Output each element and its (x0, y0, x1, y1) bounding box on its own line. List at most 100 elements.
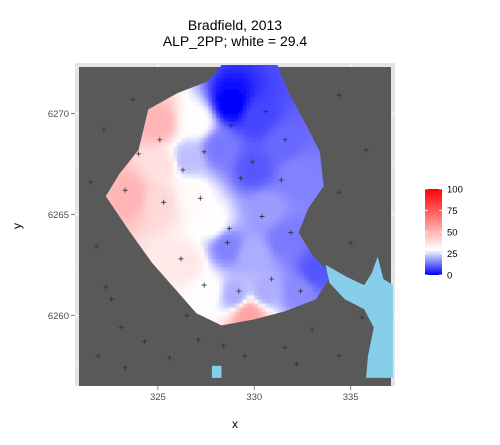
heat-cell (204, 311, 209, 316)
heat-cell (312, 182, 317, 187)
heat-cell (215, 238, 220, 244)
heat-cell (281, 283, 286, 288)
heat-cell (242, 178, 247, 183)
heat-cell (211, 262, 217, 268)
heat-cell (196, 198, 201, 203)
heat-cell (238, 109, 244, 114)
heat-cell (150, 210, 155, 215)
heat-cell (231, 65, 236, 66)
heat-cell (242, 291, 247, 296)
heat-cell (235, 121, 240, 126)
heat-cell (238, 182, 244, 187)
heat-cell (304, 291, 309, 296)
heat-cell (254, 101, 259, 106)
heat-cell (146, 121, 151, 126)
heat-cell (308, 169, 313, 175)
heat-cell (188, 97, 193, 102)
heat-cell (281, 279, 286, 284)
heat-cell (250, 145, 255, 151)
heat-cell (258, 113, 263, 118)
heat-cell (235, 311, 240, 316)
heat-cell (184, 141, 190, 147)
heat-cell (223, 262, 228, 268)
heat-cell (150, 137, 155, 143)
heat-cell (292, 113, 298, 118)
heat-cell (288, 129, 294, 135)
heat-cell (242, 97, 247, 102)
heat-cell (231, 210, 236, 215)
heat-cell (204, 125, 209, 131)
heat-cell (265, 85, 271, 90)
heat-cell (296, 113, 301, 118)
heat-cell (292, 117, 298, 122)
heat-cell (211, 174, 217, 179)
heat-cell (231, 279, 236, 284)
heat-cell (192, 109, 197, 114)
heat-cell (200, 153, 205, 159)
heat-cell (273, 238, 278, 244)
heat-cell (196, 242, 201, 248)
heat-cell (165, 149, 170, 155)
heat-cell (312, 174, 317, 179)
heat-cell (161, 270, 167, 276)
heat-cell (231, 65, 236, 70)
heat-cell (119, 210, 124, 215)
heat-cell (296, 250, 301, 256)
heat-cell (177, 206, 182, 211)
heat-cell (150, 161, 155, 167)
heat-cell (188, 133, 193, 139)
heat-cell (242, 283, 247, 288)
heat-cell (219, 270, 224, 276)
heat-cell (184, 129, 190, 135)
heat-cell (223, 230, 228, 235)
heat-cell (292, 295, 298, 300)
heat-cell (254, 266, 259, 272)
heat-cell (319, 178, 325, 183)
heat-cell (196, 186, 201, 191)
heat-cell (204, 101, 209, 106)
heat-cell (235, 206, 240, 211)
heat-cell (261, 117, 267, 122)
heat-cell (169, 206, 174, 211)
heat-cell (246, 303, 251, 308)
heat-cell (208, 194, 213, 199)
heat-cell (308, 262, 313, 268)
heat-cell (258, 157, 263, 163)
heat-cell (300, 161, 305, 167)
heat-cell (258, 222, 263, 227)
heat-cell (157, 194, 163, 199)
heat-cell (254, 109, 259, 114)
heat-cell (285, 274, 290, 280)
heat-cell (288, 101, 294, 106)
heat-cell (142, 125, 147, 131)
heat-cell (196, 202, 201, 207)
heat-cell (285, 295, 290, 300)
heat-cell (181, 226, 186, 231)
heat-cell (242, 238, 247, 244)
heat-cell (235, 303, 240, 308)
heat-cell (315, 157, 321, 163)
heat-cell (138, 149, 143, 155)
heat-cell (227, 279, 232, 284)
heat-cell (285, 202, 290, 207)
heat-cell (250, 186, 255, 191)
heat-cell (250, 117, 255, 122)
heat-cell (277, 77, 282, 82)
heat-cell (123, 174, 128, 179)
heat-cell (269, 230, 274, 235)
heat-cell (208, 230, 213, 235)
heat-cell (288, 153, 294, 159)
heat-cell (246, 230, 251, 235)
heat-cell (281, 238, 286, 244)
polling-place-marker (161, 199, 167, 205)
heat-cell (273, 311, 278, 316)
heat-cell (261, 161, 267, 167)
heat-cell (254, 274, 259, 280)
heat-cell (250, 97, 255, 102)
heat-cell (157, 141, 163, 147)
heat-cell (157, 101, 163, 106)
heat-cell (261, 65, 267, 70)
heat-cell (204, 81, 209, 86)
heat-cell (192, 254, 197, 260)
